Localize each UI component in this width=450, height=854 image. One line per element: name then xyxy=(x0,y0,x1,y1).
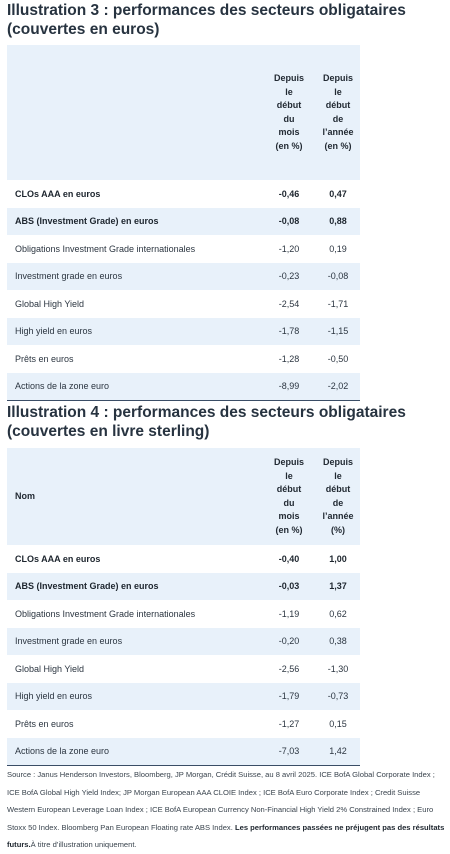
row-name: Global High Yield xyxy=(15,663,85,674)
row-year-value: 1,37 xyxy=(316,572,360,600)
row-name: Actions de la zone euro xyxy=(7,372,262,401)
table-row: Global High Yield -2,56 -1,30 xyxy=(7,655,360,683)
table-row: Investment grade en euros -0,23 -0,08 xyxy=(7,262,360,290)
table-row: Actions de la zone euro -7,03 1,42 xyxy=(7,737,360,766)
row-year-value: 1,42 xyxy=(316,737,360,766)
row-month-value: -0,46 xyxy=(278,188,300,199)
row-month-value: -2,54 xyxy=(278,298,300,309)
row-month-value: -0,20 xyxy=(262,627,316,655)
table-row: Actions de la zone euro -8,99 -2,02 xyxy=(7,372,360,401)
column-header-name xyxy=(7,45,262,180)
table-header: Depuis le début du mois (en %) Depuis le… xyxy=(7,45,360,180)
row-month-value: -0,03 xyxy=(262,572,316,600)
row-name: Prêts en euros xyxy=(15,353,74,364)
row-month-value: -1,78 xyxy=(262,317,316,345)
source-note: Source : Janus Henderson Investors, Bloo… xyxy=(7,766,447,854)
row-year-value: -0,08 xyxy=(316,262,360,290)
illustration-note: À titre d’illustration uniquement. xyxy=(30,840,137,849)
row-month-value: -2,56 xyxy=(278,663,300,674)
table-row: Prêts en euros -1,27 0,15 xyxy=(7,710,360,738)
row-year-value: -2,02 xyxy=(316,372,360,401)
illustration-4-table: Nom Depuis le début du mois (en %) Depui… xyxy=(7,448,360,766)
row-name: CLOs AAA en euros xyxy=(15,553,101,564)
table-row: Obligations Investment Grade internation… xyxy=(7,235,360,263)
row-month-value: -0,40 xyxy=(278,553,300,564)
illustration-3-table: Depuis le début du mois (en %) Depuis le… xyxy=(7,45,360,401)
row-name: Actions de la zone euro xyxy=(7,737,262,766)
row-name: Prêts en euros xyxy=(15,718,74,729)
table-row: ABS (Investment Grade) en euros -0,08 0,… xyxy=(7,207,360,235)
row-name: CLOs AAA en euros xyxy=(15,188,101,199)
row-year-value: 0,15 xyxy=(329,718,347,729)
table-row: Prêts en euros -1,28 -0,50 xyxy=(7,345,360,373)
table-header: Nom Depuis le début du mois (en %) Depui… xyxy=(7,448,360,545)
row-month-value: -1,20 xyxy=(278,243,300,254)
row-year-value: -1,30 xyxy=(327,663,349,674)
row-name: ABS (Investment Grade) en euros xyxy=(7,572,262,600)
row-name: Obligations Investment Grade internation… xyxy=(15,243,196,254)
row-name: High yield en euros xyxy=(7,682,262,710)
table-row: CLOs AAA en euros -0,46 0,47 xyxy=(7,180,360,208)
column-header-month: Depuis le début du mois (en %) xyxy=(262,45,316,180)
row-month-value: -0,23 xyxy=(262,262,316,290)
column-header-year: Depuis le début de l’année (en %) xyxy=(316,45,360,180)
table-row: High yield en euros -1,79 -0,73 xyxy=(7,682,360,710)
row-year-value: 0,38 xyxy=(316,627,360,655)
row-name: Obligations Investment Grade internation… xyxy=(15,608,196,619)
column-header-name: Nom xyxy=(7,448,262,545)
row-year-value: 0,88 xyxy=(316,207,360,235)
table-row: High yield en euros -1,78 -1,15 xyxy=(7,317,360,345)
table-row: ABS (Investment Grade) en euros -0,03 1,… xyxy=(7,572,360,600)
row-year-value: 0,19 xyxy=(329,243,347,254)
row-month-value: -1,28 xyxy=(278,353,300,364)
row-name: Investment grade en euros xyxy=(7,262,262,290)
row-name: Investment grade en euros xyxy=(7,627,262,655)
row-month-value: -1,27 xyxy=(278,718,300,729)
row-month-value: -0,08 xyxy=(262,207,316,235)
row-year-value: -1,15 xyxy=(316,317,360,345)
table-row: Investment grade en euros -0,20 0,38 xyxy=(7,627,360,655)
table-row: CLOs AAA en euros -0,40 1,00 xyxy=(7,545,360,573)
source-text: Source : Janus Henderson Investors, Bloo… xyxy=(7,770,435,832)
row-year-value: 0,62 xyxy=(329,608,347,619)
column-header-month: Depuis le début du mois (en %) xyxy=(262,448,316,545)
row-name: Global High Yield xyxy=(15,298,85,309)
illustration-3-title: Illustration 3 : performances des secteu… xyxy=(7,2,406,38)
table-row: Obligations Investment Grade internation… xyxy=(7,600,360,628)
table-row: Global High Yield -2,54 -1,71 xyxy=(7,290,360,318)
row-year-value: 0,47 xyxy=(329,188,347,199)
row-year-value: -1,71 xyxy=(327,298,349,309)
row-year-value: -0,73 xyxy=(316,682,360,710)
row-month-value: -8,99 xyxy=(262,372,316,401)
disclaimer-bold: Les performances passées ne préjugent pa… xyxy=(7,822,445,850)
row-year-value: 1,00 xyxy=(329,553,347,564)
row-name: High yield en euros xyxy=(7,317,262,345)
column-header-year: Depuis le début de l’année (%) xyxy=(316,448,360,545)
row-year-value: -0,50 xyxy=(327,353,349,364)
row-name: ABS (Investment Grade) en euros xyxy=(7,207,262,235)
row-month-value: -1,79 xyxy=(262,682,316,710)
row-month-value: -7,03 xyxy=(262,737,316,766)
illustration-4-title: Illustration 4 : performances des secteu… xyxy=(7,404,406,440)
row-month-value: -1,19 xyxy=(278,608,300,619)
